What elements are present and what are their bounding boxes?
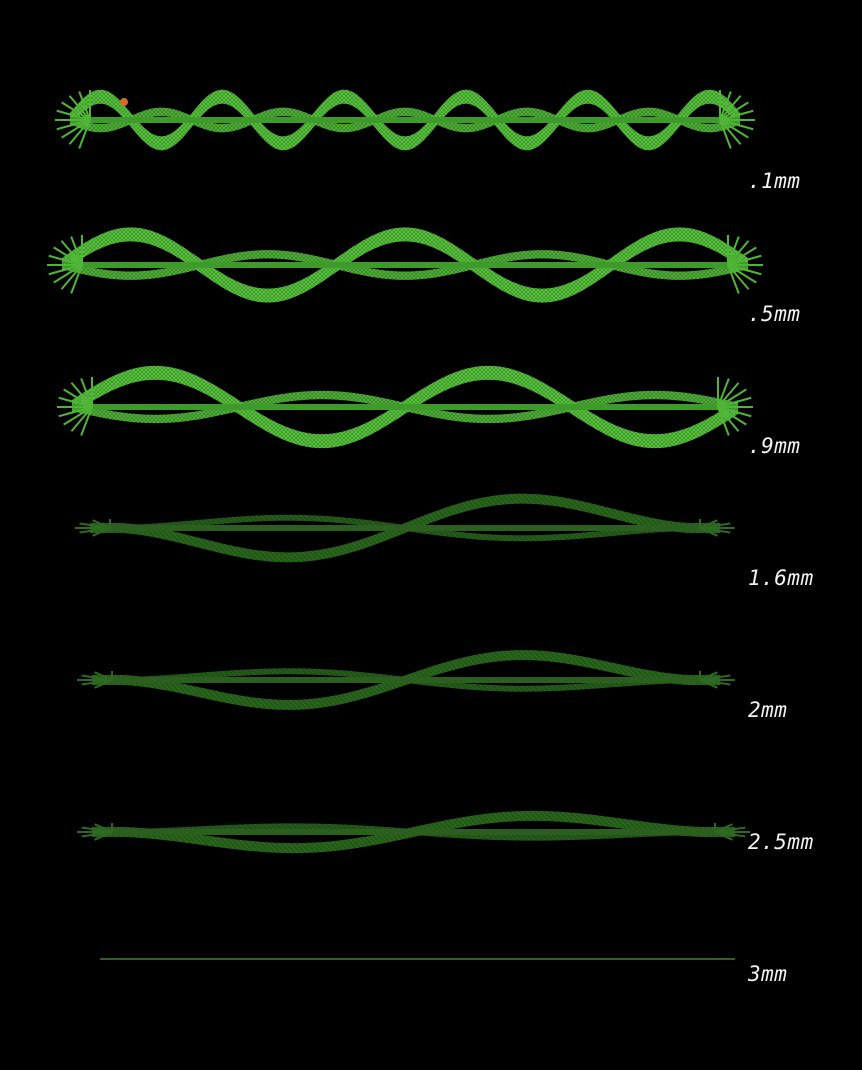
row-label-0p1mm: .1mm xyxy=(748,169,801,193)
ribbon-5 xyxy=(77,810,750,854)
row-label-3mm: 3mm xyxy=(748,962,788,986)
ribbon-1 xyxy=(47,227,763,303)
row-label-2mm: 2mm xyxy=(748,698,788,722)
row-label-2p5mm: 2.5mm xyxy=(748,830,814,854)
ribbon-3 xyxy=(75,493,735,563)
row-label-1p6mm: 1.6mm xyxy=(748,566,814,590)
ribbon-0 xyxy=(55,89,755,151)
row-label-0p5mm: .5mm xyxy=(748,302,801,326)
ribbon-2 xyxy=(57,365,753,449)
row-label-0p9mm: .9mm xyxy=(748,434,801,458)
marker-dot xyxy=(120,98,128,106)
ribbon-4 xyxy=(77,650,735,710)
